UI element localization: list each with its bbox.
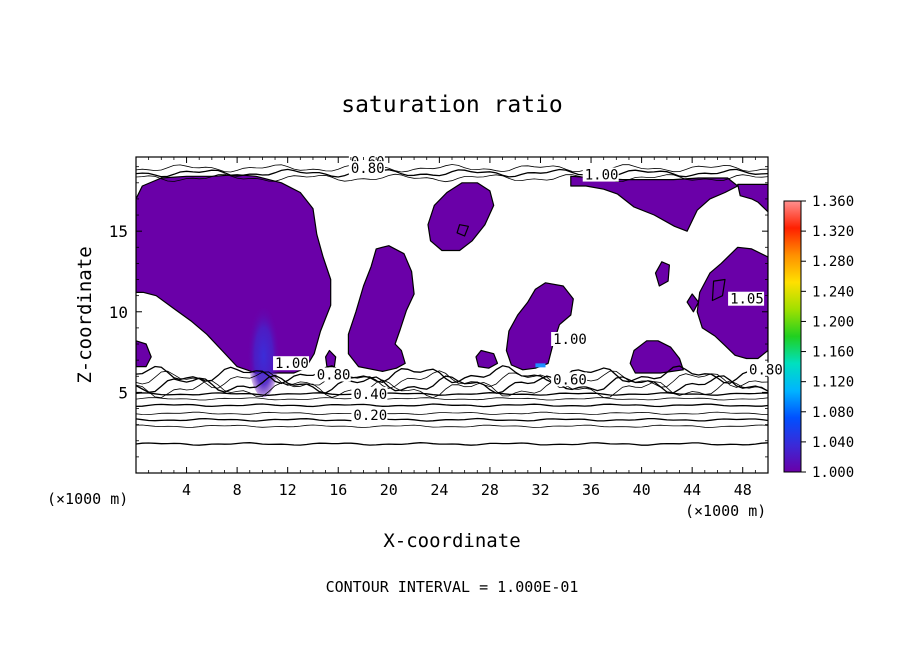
x-tick-label: 32	[531, 481, 549, 499]
chart-title: saturation ratio	[341, 92, 563, 118]
contour-label: 1.05	[730, 292, 764, 308]
contour-label-bg	[551, 372, 588, 387]
contour-label: 1.00	[585, 168, 619, 184]
plot-area	[136, 164, 768, 446]
contour-level-line	[136, 424, 768, 428]
contour-label: 0.80	[749, 363, 783, 379]
y-axis-ticks: 5 10 15	[109, 166, 768, 458]
x-tick-label: 20	[380, 481, 398, 499]
x-tick-label: 4	[182, 481, 191, 499]
filled-region-11	[629, 340, 684, 374]
x-tick-label: 12	[279, 481, 297, 499]
contour-level-line	[136, 168, 768, 178]
x-tick-label: 36	[582, 481, 600, 499]
filled-region-4	[325, 349, 337, 368]
contour-level-line	[136, 173, 768, 183]
x-axis-label: X-coordinate	[383, 530, 520, 552]
colorbar-tick-label: 1.200	[812, 314, 854, 330]
contour-label: 1.00	[553, 332, 587, 348]
contour-label-bg	[273, 356, 310, 371]
contour-level-line	[136, 403, 768, 408]
colorbar-tick-label: 1.040	[812, 435, 854, 451]
contour-interval-footer: CONTOUR INTERVAL = 1.000E-01	[326, 578, 579, 596]
contour-label: 0.40	[353, 387, 387, 403]
colorbar-tick-label: 1.160	[812, 345, 854, 361]
contour-level-line	[136, 379, 768, 399]
x-tick-label: 44	[683, 481, 701, 499]
x-axis-ticks: 4 8 12 16 20 24 28 32 36 40 44 48	[148, 157, 756, 499]
y-axis-label: Z-coordinate	[74, 246, 96, 383]
small-peak-highlight	[535, 363, 546, 368]
contour-label-bg	[348, 161, 385, 176]
contour-label: 0.80	[317, 367, 351, 383]
contour-labels: 0.600.801.001.000.800.600.400.201.001.05…	[273, 154, 784, 424]
x-tick-label: 16	[329, 481, 347, 499]
filled-region-14	[711, 278, 726, 302]
y-tick-label: 5	[118, 383, 128, 402]
x-tick-label: 40	[633, 481, 651, 499]
contour-level-line	[136, 392, 768, 396]
contour-label-bg	[351, 386, 388, 401]
contour-label-bg	[728, 291, 765, 306]
contour-level-line	[136, 397, 768, 401]
colorbar-tick-label: 1.320	[812, 224, 854, 240]
x-tick-label: 48	[734, 481, 752, 499]
colorbar-tick-label: 1.000	[812, 465, 854, 481]
contour-label: 0.60	[553, 372, 587, 388]
contour-label-bg	[551, 332, 588, 347]
x-unit-label-left: (×1000 m)	[47, 490, 128, 508]
colorbar-tick-label: 1.080	[812, 405, 854, 421]
contour-level-line	[136, 370, 768, 389]
colorbar-gradient	[783, 200, 802, 473]
filled-region-1	[136, 174, 332, 374]
contour-level-line	[136, 164, 768, 173]
contour-label-bg	[351, 407, 388, 422]
contour-label: 0.80	[351, 161, 385, 177]
filled-region-2	[136, 340, 152, 368]
colorbar-tick-label: 1.280	[812, 254, 854, 270]
x-tick-label: 8	[233, 481, 242, 499]
y-tick-label: 15	[109, 222, 128, 241]
colorbar: 1.360 1.320 1.280 1.240 1.200 1.160 1.120 1.080…	[783, 194, 854, 481]
contour-level-line	[136, 442, 768, 446]
contour-level-line	[136, 374, 768, 394]
x-unit-label-right: (×1000 m)	[685, 502, 766, 520]
contour-lines	[136, 164, 768, 446]
filled-region-7	[475, 349, 499, 369]
contour-label: 0.20	[353, 408, 387, 424]
contour-level-line	[136, 365, 768, 385]
contour-level-line	[136, 411, 768, 416]
contour-label: 1.00	[275, 356, 309, 372]
x-tick-label: 24	[430, 481, 448, 499]
filled-region-15	[456, 224, 469, 237]
contour-label-bg	[582, 167, 619, 182]
colorbar-tick-label: 1.360	[812, 194, 854, 210]
x-tick-label: 28	[481, 481, 499, 499]
filled-region-12	[654, 261, 671, 287]
contour-label-bg	[314, 367, 351, 382]
colorbar-tick-label: 1.240	[812, 284, 854, 300]
filled-region-3	[347, 245, 415, 372]
contour-label-bg	[747, 362, 784, 377]
y-tick-label: 10	[109, 303, 128, 322]
filled-region-13	[686, 293, 700, 313]
filled-region-9	[737, 183, 768, 213]
colorbar-tick-label: 1.120	[812, 375, 854, 391]
contour-level-line	[136, 417, 768, 422]
filled-region-8	[570, 175, 739, 232]
filled-region-6	[505, 282, 574, 371]
filled-region-5	[427, 182, 495, 252]
colorbar-ticks: 1.360 1.320 1.280 1.240 1.200 1.160 1.120 1.080…	[801, 194, 854, 481]
filled-regions	[136, 174, 768, 398]
